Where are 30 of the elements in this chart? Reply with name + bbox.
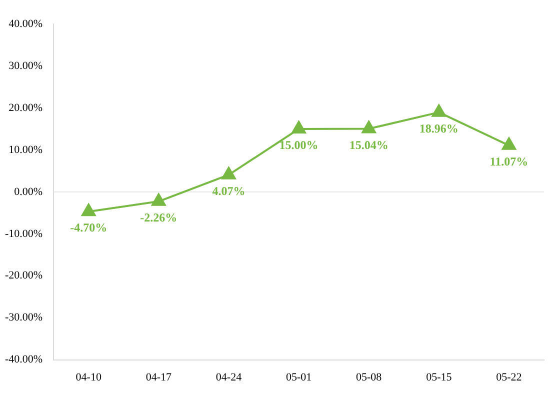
- y-tick-label: 40.00%: [8, 18, 43, 30]
- point: [82, 204, 96, 216]
- x-tick-label: 05-01: [286, 371, 312, 384]
- x-tick-label: 05-15: [426, 371, 452, 384]
- y-tick-label: -20.00%: [5, 270, 43, 282]
- y-tick-label: 20.00%: [8, 102, 43, 114]
- x-tick-label: 05-22: [496, 371, 522, 384]
- point: [292, 120, 306, 134]
- point: [502, 137, 516, 150]
- x-tick-label: 05-08: [356, 371, 382, 384]
- data-label: 15.04%: [349, 138, 388, 152]
- x-tick-label: 04-24: [216, 371, 242, 384]
- data-label: 15.00%: [279, 138, 318, 152]
- y-tick-label: -40.00%: [5, 354, 43, 366]
- point: [362, 120, 376, 134]
- y-tick-label: 10.00%: [8, 144, 43, 156]
- y-tick-label: 30.00%: [8, 60, 43, 72]
- y-tick-label: -30.00%: [5, 312, 43, 324]
- x-tick-label: 04-17: [146, 371, 172, 384]
- point: [222, 166, 236, 180]
- data-label: 18.96%: [419, 121, 458, 136]
- data-label: -2.26%: [140, 210, 178, 224]
- data-label: -4.70%: [70, 220, 108, 235]
- y-tick-label: 0.00%: [14, 186, 43, 198]
- y-tick-label: -10.00%: [5, 228, 43, 240]
- x-tick-label: 04-10: [76, 371, 102, 384]
- data-label: 4.07%: [212, 184, 246, 198]
- point: [432, 104, 446, 117]
- data-label: 11.07%: [490, 154, 528, 169]
- point: [152, 193, 166, 206]
